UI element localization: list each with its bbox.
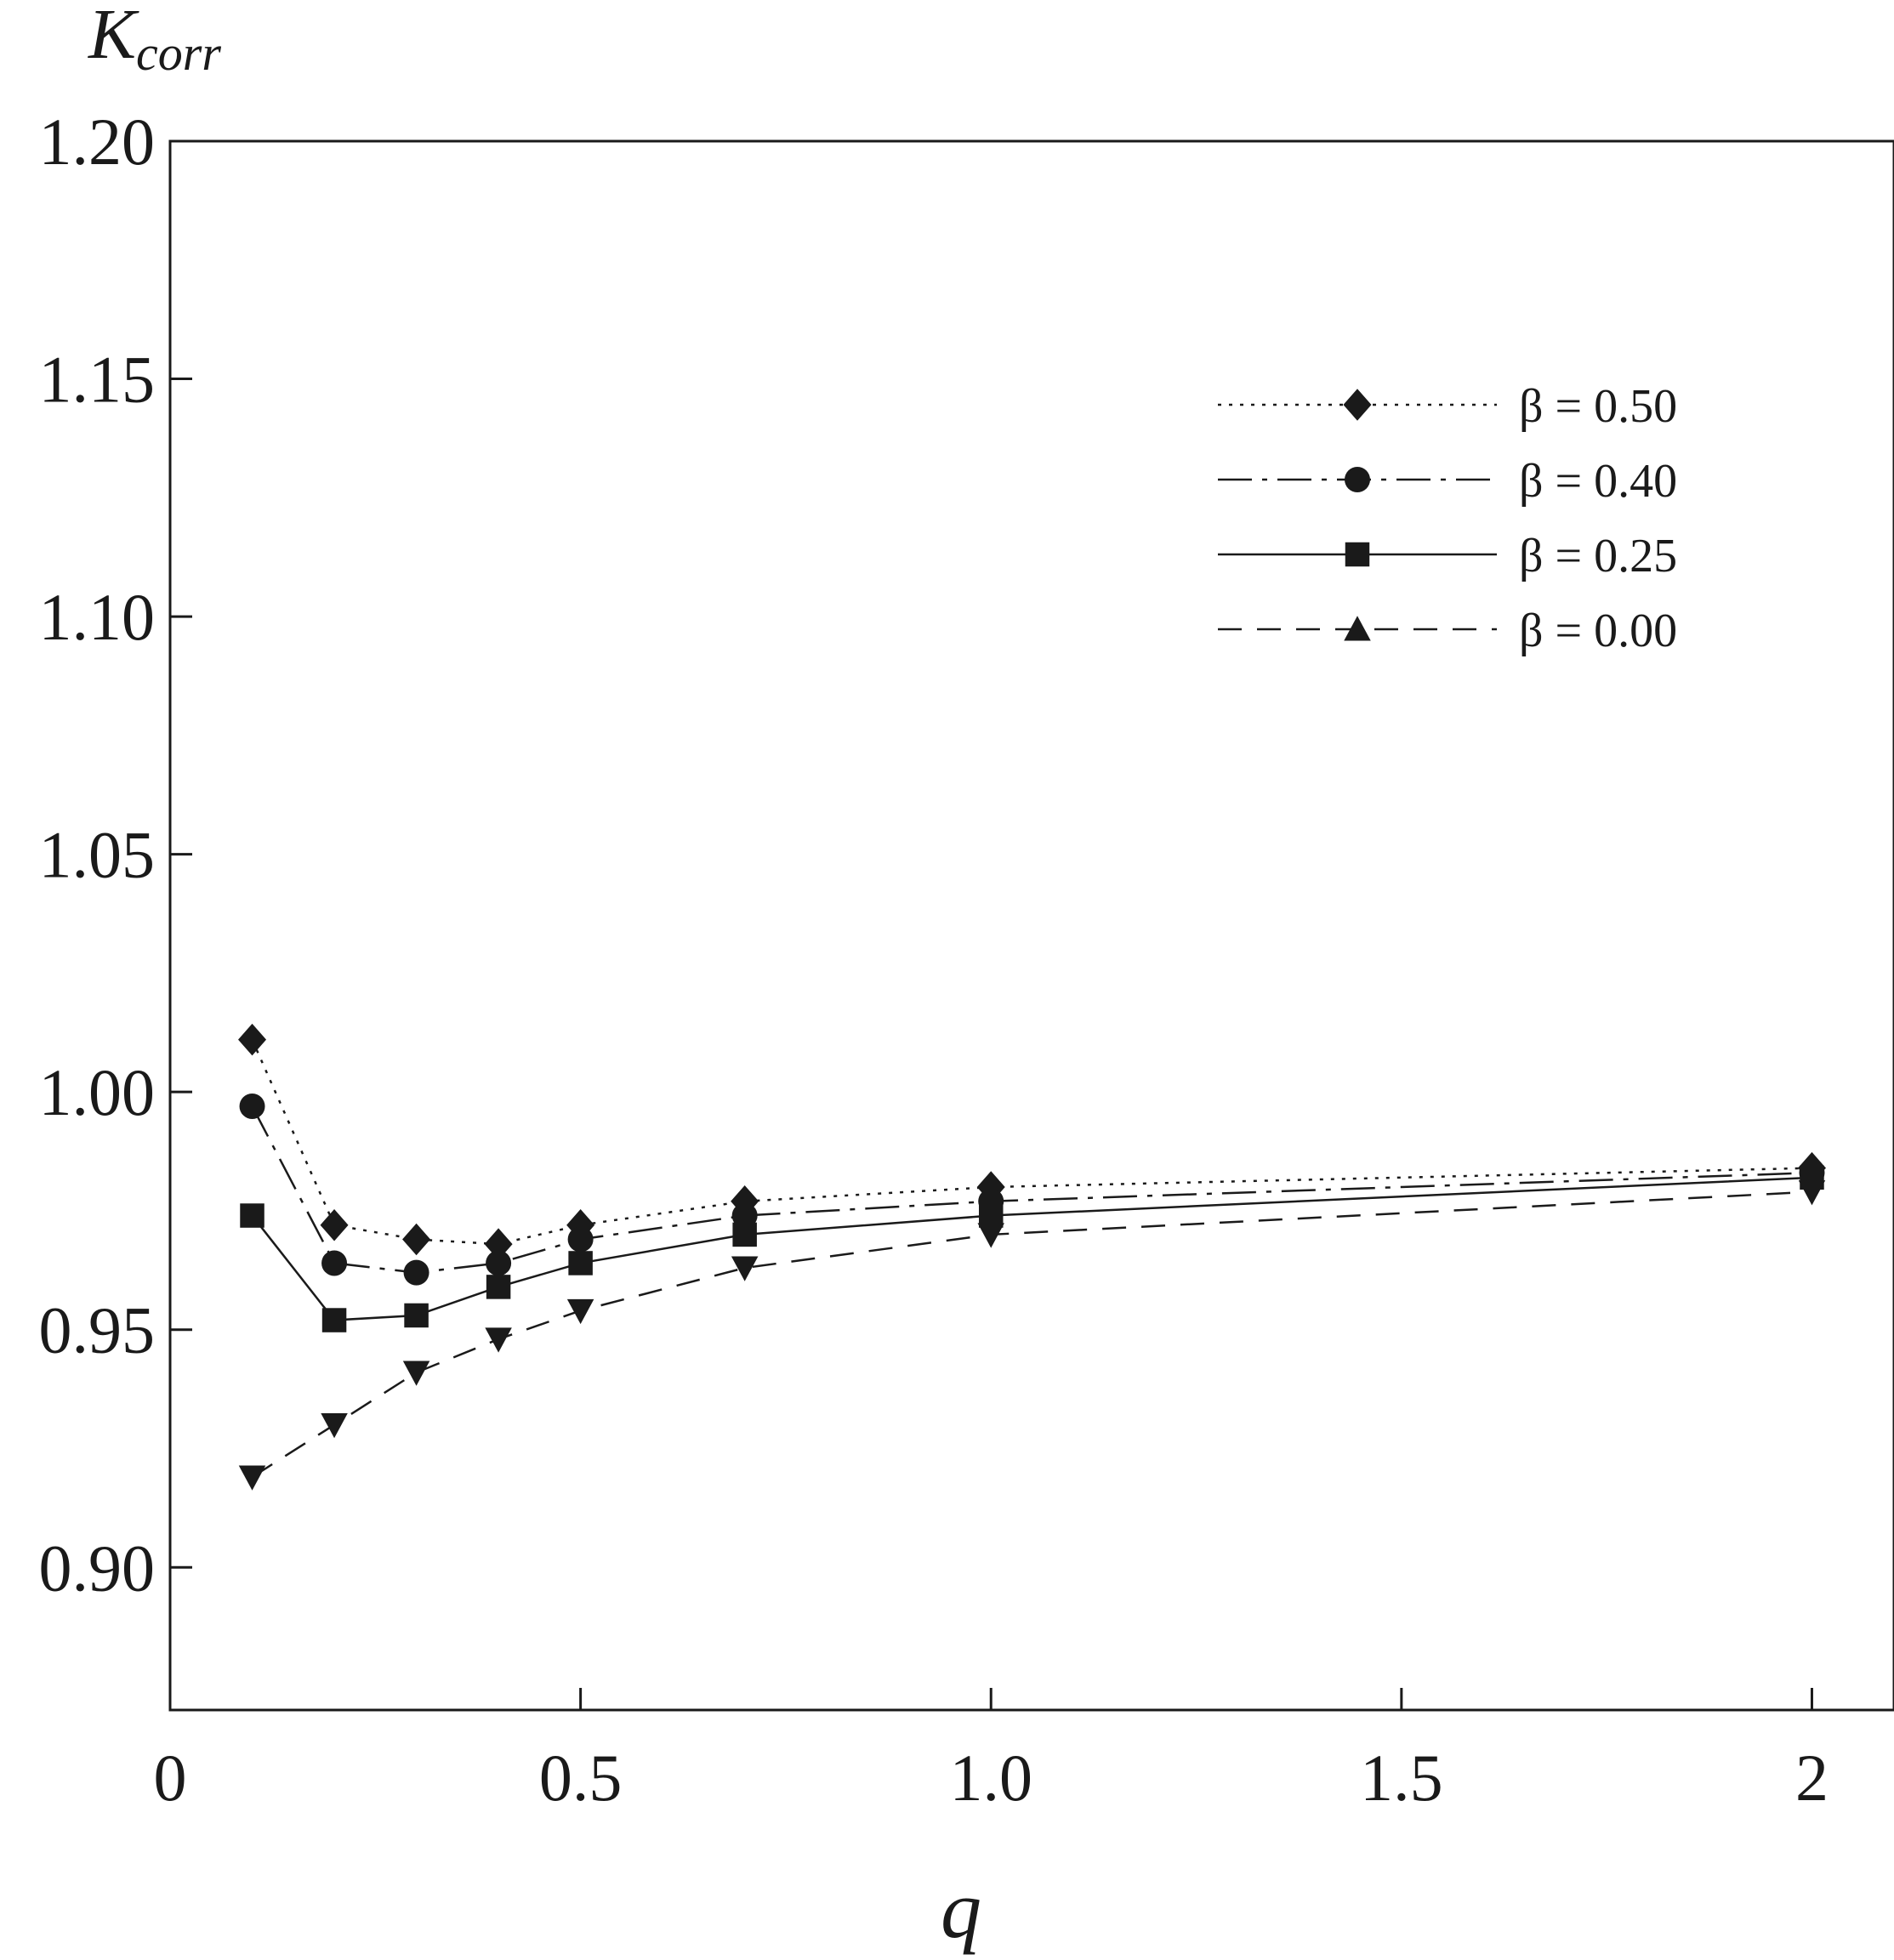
y-tick-label: 1.10 (39, 580, 156, 654)
series-line (251, 1190, 1812, 1479)
legend-label: β = 0.50 (1519, 380, 1677, 433)
legend-item-3: β = 0.25 (1218, 530, 1677, 582)
series-line (251, 1176, 1812, 1321)
y-tick-label: 0.90 (39, 1531, 156, 1605)
plot-frame (168, 139, 1894, 1712)
x-tick-label: 2 (1795, 1741, 1829, 1815)
legend-marker (1345, 467, 1370, 492)
svg-text:Kcorr: Kcorr (88, 0, 221, 81)
series-4 (238, 1180, 1826, 1491)
y-tick-label: 1.15 (39, 343, 156, 417)
x-tick-label: 0.5 (539, 1741, 623, 1815)
data-point (239, 1093, 265, 1119)
data-point (486, 1275, 511, 1299)
y-axis-title-subscript: corr (136, 26, 221, 81)
data-point (404, 1303, 429, 1328)
legend-marker (1345, 542, 1370, 567)
x-tick-label: 0 (154, 1741, 187, 1815)
legend-item-2: β = 0.40 (1218, 455, 1677, 508)
data-point (485, 1327, 512, 1353)
data-point (977, 1223, 1004, 1248)
series-2 (239, 1093, 1825, 1286)
legend-marker (1344, 616, 1371, 641)
data-point (238, 1465, 266, 1491)
x-tick-label: 1.0 (949, 1741, 1032, 1815)
data-point (402, 1361, 430, 1386)
y-axis-title: Kcorr (88, 0, 221, 81)
series-layer (238, 1023, 1826, 1491)
legend-marker (1343, 389, 1372, 421)
series-3 (240, 1165, 1824, 1332)
x-tick-label: 1.5 (1360, 1741, 1443, 1815)
data-point (1798, 1180, 1826, 1206)
legend-item-1: β = 0.50 (1218, 380, 1677, 433)
data-point (403, 1259, 429, 1286)
data-point (731, 1202, 758, 1229)
data-point (321, 1308, 347, 1332)
legend-label: β = 0.00 (1519, 605, 1677, 657)
legend-label: β = 0.25 (1519, 530, 1677, 582)
legend-label: β = 0.40 (1519, 455, 1677, 508)
series-line (251, 1105, 1812, 1274)
legend-item-4: β = 0.00 (1218, 605, 1677, 657)
y-tick-label: 0.95 (39, 1293, 156, 1367)
data-point (731, 1256, 759, 1281)
data-point (484, 1228, 513, 1260)
data-point (320, 1208, 349, 1241)
data-point (238, 1023, 267, 1056)
data-point (402, 1223, 431, 1256)
data-point (321, 1250, 348, 1276)
legend: β = 0.50 β = 0.40 β = 0.25 β = 0.00 (1218, 380, 1677, 657)
x-axis-title: q (941, 1864, 981, 1955)
data-point (486, 1250, 512, 1276)
y-tick-label: 1.00 (39, 1055, 156, 1129)
y-tick-label: 1.20 (39, 105, 156, 179)
y-axis-title-main: K (88, 0, 139, 74)
data-point (567, 1226, 594, 1253)
data-point (321, 1413, 348, 1439)
series-1 (238, 1023, 1826, 1260)
data-point (732, 1222, 757, 1247)
axes: 0.90 0.95 1.00 1.05 1.10 1.15 1.20 0 0.5 1.0 1.5 2 (39, 105, 1829, 1815)
data-point (240, 1203, 264, 1228)
data-point (568, 1251, 593, 1275)
data-point (566, 1298, 594, 1325)
series-line (251, 1039, 1812, 1246)
y-tick-label: 1.05 (39, 818, 156, 892)
